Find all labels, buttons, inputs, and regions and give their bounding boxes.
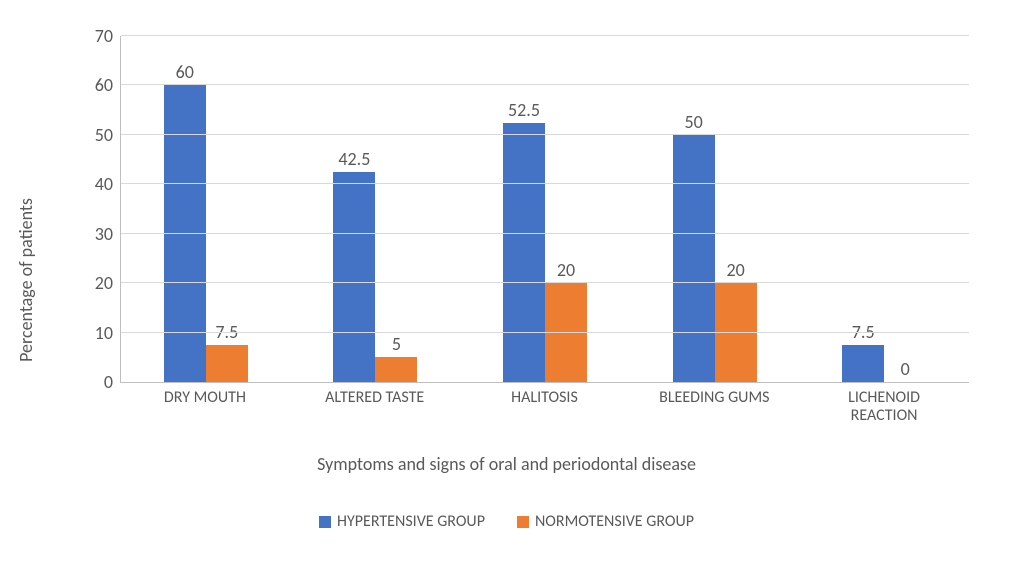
x-axis-label: Symptoms and signs of oral and periodont… (20, 453, 993, 475)
y-tick-label: 0 (104, 371, 121, 393)
bar-group: 52.520 (460, 36, 630, 382)
gridline (121, 332, 969, 333)
bar-group: 5020 (630, 36, 800, 382)
data-label: 7.5 (852, 321, 875, 345)
data-label: 7.5 (215, 321, 238, 345)
data-label: 60 (176, 61, 194, 85)
category-label: BLEEDING GUMS (629, 389, 799, 426)
legend-swatch (319, 516, 331, 528)
bar: 60 (164, 85, 206, 382)
plot-area: 607.542.5552.52050207.50 010203040506070 (120, 36, 969, 383)
gridline (121, 282, 969, 283)
data-label: 52.5 (508, 99, 540, 123)
chart-panel: Percentage of patients 607.542.5552.5205… (20, 16, 993, 543)
chart-container: Percentage of patients 607.542.5552.5205… (0, 0, 1017, 563)
gridline (121, 134, 969, 135)
gridline (121, 233, 969, 234)
bar: 5 (375, 357, 417, 382)
bar-group: 7.50 (799, 36, 969, 382)
legend-label: NORMOTENSIVE GROUP (535, 512, 694, 531)
bar: 20 (715, 283, 757, 382)
data-label: 50 (684, 111, 702, 135)
bar: 20 (545, 283, 587, 382)
legend-item: NORMOTENSIVE GROUP (517, 512, 694, 531)
y-axis-label: Percentage of patients (15, 198, 37, 362)
legend-swatch (517, 516, 529, 528)
legend: HYPERTENSIVE GROUP NORMOTENSIVE GROUP (20, 512, 993, 531)
data-label: 20 (557, 259, 575, 283)
y-tick-label: 10 (95, 322, 121, 344)
gridline (121, 84, 969, 85)
y-tick-label: 50 (95, 124, 121, 146)
y-tick-label: 40 (95, 173, 121, 195)
gridline (121, 183, 969, 184)
bar-groups: 607.542.5552.52050207.50 (121, 36, 969, 382)
data-label: 0 (901, 358, 910, 382)
bar: 52.5 (503, 123, 545, 383)
data-label: 20 (726, 259, 744, 283)
category-label: DRY MOUTH (120, 389, 290, 426)
bar: 7.5 (206, 345, 248, 382)
bar-group: 42.55 (291, 36, 461, 382)
bar: 42.5 (333, 172, 375, 382)
gridline (121, 35, 969, 36)
y-tick-label: 30 (95, 223, 121, 245)
data-label: 5 (392, 333, 401, 357)
category-label: HALITOSIS (460, 389, 630, 426)
legend-label: HYPERTENSIVE GROUP (337, 512, 485, 531)
data-label: 42.5 (338, 148, 370, 172)
y-tick-label: 60 (95, 74, 121, 96)
legend-item: HYPERTENSIVE GROUP (319, 512, 485, 531)
bar: 7.5 (842, 345, 884, 382)
category-label: LICHENOIDREACTION (799, 389, 969, 426)
y-tick-label: 70 (95, 25, 121, 47)
y-tick-label: 20 (95, 272, 121, 294)
bar: 50 (673, 135, 715, 382)
bar-group: 607.5 (121, 36, 291, 382)
category-label: ALTERED TASTE (290, 389, 460, 426)
category-labels-row: DRY MOUTHALTERED TASTEHALITOSISBLEEDING … (120, 389, 969, 426)
